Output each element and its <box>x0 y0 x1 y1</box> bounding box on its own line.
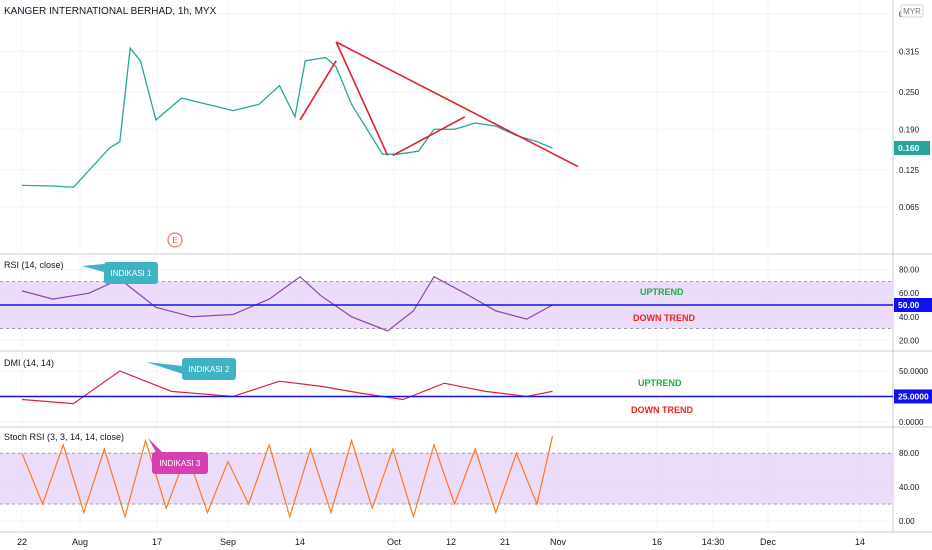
y-tick-label: 0.125 <box>899 166 920 175</box>
x-tick-label: 17 <box>152 537 162 547</box>
x-tick-label: 21 <box>500 537 510 547</box>
y-tick-label: 60.00 <box>899 289 920 298</box>
trendline <box>335 41 579 168</box>
rsi-title: RSI (14, close) <box>4 260 64 270</box>
callout-1: INDIKASI 1 <box>82 262 158 284</box>
x-tick-label: 14 <box>295 537 305 547</box>
x-tick-label: 14:30 <box>702 537 725 547</box>
y-tick-label: 40.00 <box>899 483 920 492</box>
dmi-current-value: 25.0000 <box>898 391 929 401</box>
earnings-marker[interactable] <box>167 232 183 248</box>
currency-box[interactable] <box>900 4 924 18</box>
y-tick-label: 0.315 <box>899 47 920 56</box>
y-tick-label: 0.0000 <box>899 418 924 427</box>
rsi-downtrend-label: DOWN TREND <box>633 313 695 323</box>
dmi-uptrend-label: UPTREND <box>638 378 682 388</box>
y-tick-label: 20.00 <box>899 336 920 345</box>
stoch-d-line <box>21 436 554 519</box>
x-tick-label: Aug <box>72 537 88 547</box>
currency-label: MYR <box>903 7 921 16</box>
price-line <box>21 46 553 188</box>
callout-2-label: INDIKASI 2 <box>189 365 230 374</box>
callout-1-box <box>104 262 158 284</box>
trendline <box>335 41 389 156</box>
dmi-downtrend-label: DOWN TREND <box>631 405 693 415</box>
y-tick-label: 0.250 <box>899 88 920 97</box>
current-price-value: 0.160 <box>898 143 920 153</box>
x-tick-label: Nov <box>550 537 567 547</box>
callout-3: INDIKASI 3 <box>148 438 208 474</box>
callout-3-label: INDIKASI 3 <box>160 459 201 468</box>
x-tick-label: Sep <box>220 537 236 547</box>
y-tick-label: 0.065 <box>899 203 920 212</box>
x-tick-label: 14 <box>855 537 865 547</box>
trendline <box>299 60 337 121</box>
rsi-uptrend-label: UPTREND <box>640 287 684 297</box>
chart-title: KANGER INTERNATIONAL BERHAD, 1h, MYX <box>4 6 217 17</box>
callout-2-box <box>182 358 236 380</box>
dmi-current-box <box>894 389 932 404</box>
callout-1-pointer <box>82 264 104 272</box>
x-tick-label: Dec <box>760 537 777 547</box>
x-tick-label: Oct <box>387 537 402 547</box>
x-tick-label: 16 <box>652 537 662 547</box>
rsi-current-box <box>894 298 932 312</box>
callout-3-box <box>152 452 208 474</box>
callout-2: INDIKASI 2 <box>146 358 236 380</box>
y-tick-label: 0.190 <box>899 125 920 134</box>
callout-1-label: INDIKASI 1 <box>111 269 152 278</box>
x-tick-label: 22 <box>17 537 27 547</box>
x-tick-label: 12 <box>446 537 456 547</box>
earnings-marker-label: E <box>172 236 177 245</box>
y-tick-label: 50.0000 <box>899 367 928 376</box>
y-tick-label: 80.00 <box>899 266 920 275</box>
y-tick-label: 40.00 <box>899 313 920 322</box>
rsi-current-value: 50.00 <box>898 300 920 310</box>
y-tick-label: 0.00 <box>899 517 915 526</box>
oversold-overbought-band <box>0 453 893 505</box>
trendline <box>392 116 466 157</box>
adx-line <box>21 370 553 405</box>
current-price-box <box>894 140 930 155</box>
dmi-title: DMI (14, 14) <box>4 358 54 368</box>
stoch-title: Stoch RSI (3, 3, 14, 14, close) <box>4 432 124 442</box>
callout-2-pointer <box>146 362 183 374</box>
y-tick-label: 80.00 <box>899 449 920 458</box>
callout-3-pointer <box>148 438 166 456</box>
overlay: 0.160 50.00 25.0000 <box>0 41 932 404</box>
